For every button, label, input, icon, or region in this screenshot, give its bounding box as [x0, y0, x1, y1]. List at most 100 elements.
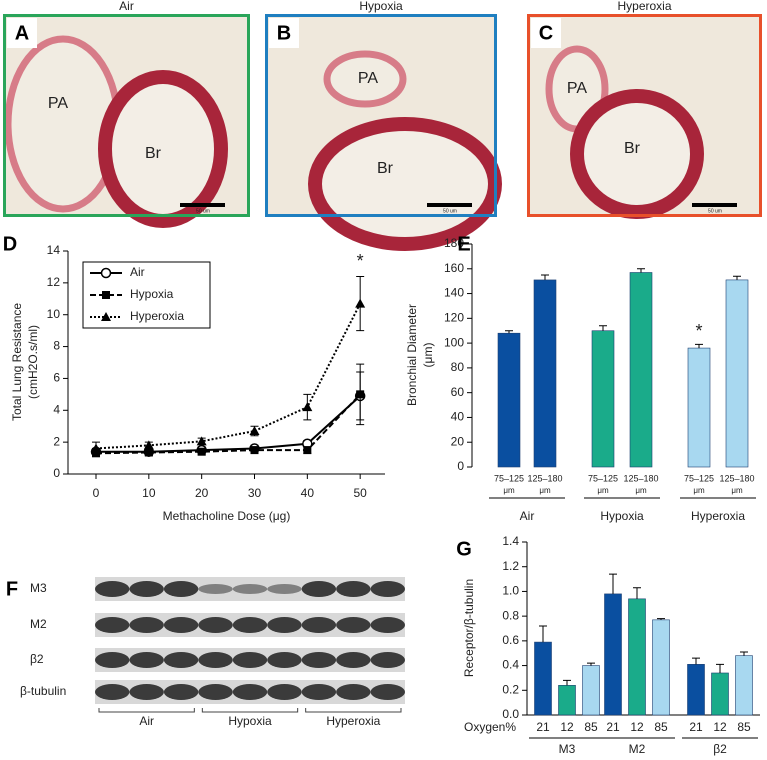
point — [355, 298, 366, 308]
bar — [725, 279, 749, 468]
error-bar — [356, 394, 365, 426]
series-line — [96, 395, 361, 453]
error-bar — [541, 274, 549, 280]
series-label: 21 — [606, 720, 620, 734]
error-bar — [505, 330, 513, 334]
point — [143, 440, 154, 450]
letter-box — [7, 18, 37, 48]
blot-group-label: Hyperoxia — [326, 714, 380, 728]
y-tick-label: 180 — [444, 236, 464, 250]
x-tick-label: 30 — [248, 486, 262, 500]
blot-band — [95, 652, 130, 668]
blot-band — [301, 652, 337, 668]
y-tick-label: 140 — [444, 286, 464, 300]
group-label: Hypoxia — [600, 509, 644, 523]
scale-bar — [180, 203, 225, 207]
vessel-wall — [570, 89, 704, 219]
blot-band — [163, 581, 199, 597]
x-axis-label: Methacholine Dose (μg) — [163, 509, 291, 523]
blot-group-label: Air — [139, 714, 154, 728]
blot-band — [301, 617, 337, 633]
unit-label: μm — [539, 486, 551, 495]
x-tick-label: 40 — [301, 486, 315, 500]
region-label: PA — [48, 95, 68, 112]
legend-marker — [102, 291, 110, 299]
vessel-wall — [323, 50, 407, 108]
panel-letter: A — [15, 22, 29, 44]
panel-letter: B — [277, 22, 291, 44]
bar — [628, 598, 646, 716]
series-label: 12 — [560, 720, 574, 734]
panel-letter: G — [456, 538, 472, 560]
group-label: Air — [520, 509, 535, 523]
panel-letter: E — [457, 233, 470, 255]
y-tick-label: 60 — [451, 385, 465, 399]
series-line — [95, 393, 361, 455]
y-tick-label: 0.4 — [502, 658, 519, 672]
blot-band — [232, 684, 268, 700]
point — [250, 446, 259, 455]
error-bar — [633, 587, 641, 599]
series-label: 12 — [713, 720, 727, 734]
y-tick-label: 1.4 — [502, 534, 519, 548]
y-tick-label: 4 — [53, 402, 60, 416]
blot-row-label: β-tubulin — [20, 684, 66, 698]
annotation: * — [357, 251, 364, 271]
point — [91, 443, 102, 453]
series-label: 21 — [536, 720, 550, 734]
series-label: 12 — [630, 720, 644, 734]
error-bar — [740, 651, 748, 656]
x-tick-label: 125–180 — [623, 473, 658, 483]
blot-band — [370, 581, 405, 597]
error-bar — [356, 303, 365, 332]
y-tick-label: 2 — [53, 434, 60, 448]
x-tick-label: 10 — [142, 486, 156, 500]
y-tick-label: 0.6 — [502, 633, 519, 647]
panel-title: Hypoxia — [359, 0, 403, 13]
blot-band — [370, 617, 405, 633]
group-bracket — [201, 708, 299, 713]
error-bar — [587, 662, 595, 666]
legend-marker — [100, 267, 112, 279]
point — [302, 402, 313, 412]
panel-title: Hyperoxia — [617, 0, 671, 13]
x-axis-label: Oxygen% — [464, 720, 516, 734]
point — [249, 425, 260, 435]
blot-row-label: β2 — [30, 652, 44, 666]
letter-box — [531, 18, 561, 48]
point — [197, 447, 206, 456]
micrograph-border — [3, 14, 250, 217]
y-tick-label: 8 — [53, 339, 60, 353]
bar — [582, 665, 600, 716]
legend-label: Air — [130, 265, 145, 279]
series-label: 21 — [689, 720, 703, 734]
error-bar — [695, 343, 703, 349]
error-bar — [637, 268, 645, 273]
blot-band — [267, 617, 302, 633]
error-bar — [599, 325, 607, 331]
vessel-wall — [98, 70, 228, 228]
y-tick-label: 0 — [457, 459, 464, 473]
x-tick-label: 75–125 — [588, 473, 618, 483]
blot-band — [95, 617, 130, 633]
bar — [558, 685, 576, 716]
y-axis-label: Total Lung Resistance — [10, 303, 24, 421]
point — [144, 448, 153, 457]
blot-band — [336, 617, 371, 633]
blot-band — [301, 581, 337, 597]
error-bar — [716, 663, 724, 673]
vessel-wall — [308, 117, 502, 251]
blot-band — [370, 652, 405, 668]
blot-band — [232, 652, 268, 668]
bar — [534, 641, 552, 716]
y-tick-label: 0.8 — [502, 608, 519, 622]
panel-letter: D — [3, 233, 17, 255]
blot-band — [95, 684, 130, 700]
error-bar — [609, 573, 617, 594]
y-tick-label: 0.2 — [502, 682, 519, 696]
micrograph-border — [265, 14, 497, 217]
unit-label: μm — [635, 486, 647, 495]
y-axis-label: (cmH2O.s/ml) — [26, 325, 40, 399]
legend-label: Hypoxia — [130, 287, 174, 301]
